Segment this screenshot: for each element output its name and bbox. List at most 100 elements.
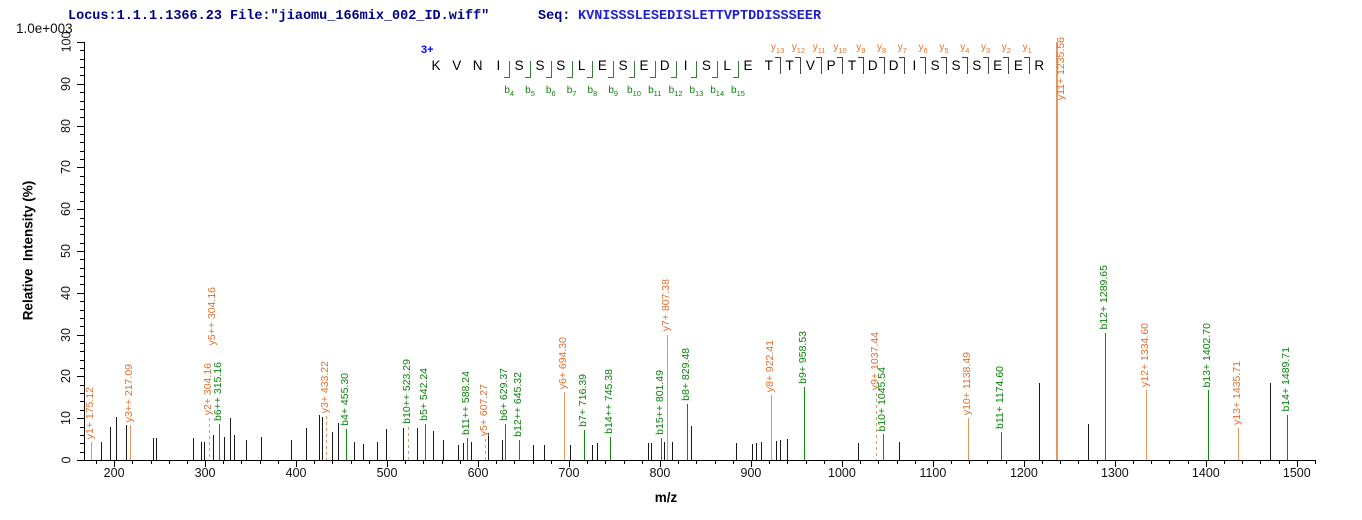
y-tick [80,192,84,194]
b-ion-cut-mark [504,61,511,78]
x-tick [496,460,498,464]
x-tick [1315,460,1316,464]
b-ion-label-b5: b5 [525,85,535,98]
x-tick [387,460,389,467]
x-tick [150,460,152,464]
residue-12-D: D [659,58,670,73]
peak-line [467,438,469,460]
x-tick [1242,460,1244,464]
peak-line [650,443,652,460]
peak-line [787,439,789,460]
x-tick [678,460,680,464]
y-tick [77,209,84,211]
x-tick [951,460,953,464]
x-tick [1096,460,1098,464]
peak-line [218,424,220,460]
y-tick [77,42,84,43]
y-tick [80,434,84,436]
x-tick [532,460,534,464]
x-tick [605,460,607,464]
y-tick [80,443,84,445]
x-tick-label: 300 [194,466,216,480]
peak-label-y3++: y3++ 217.09 [122,363,135,423]
peak-line [610,436,612,460]
b-ion-label-b4: b4 [504,85,515,98]
y-ion-label-y3: y3 [981,42,991,55]
y-tick [80,284,84,286]
y-tick [77,418,84,420]
residue-2-V: V [452,58,462,73]
peak-line [967,418,969,460]
x-tick-label: 1400 [1191,466,1220,480]
peak-line [403,428,405,460]
locus-file-header: Locus:1.1.1.1366.23 File:"jiaomu_166mix_… [68,9,490,24]
peak-label-b12+: b12+ 1289.65 [1098,265,1111,330]
y-tick [80,150,84,152]
y-ion-cut-mark [774,57,781,74]
y-tick [80,317,84,319]
b-ion-cut-mark [649,61,656,78]
peak-line [591,444,593,460]
y-tick [77,376,84,378]
x-axis-title: m/z [654,490,678,505]
peak-label-b14+: b14+ 1489.71 [1280,347,1293,412]
peak-line [780,439,782,460]
residue-5-S: S [514,58,524,73]
y-ion-cut-mark [1024,57,1031,74]
x-tick [1224,460,1226,464]
peak-line [1208,390,1210,460]
peak-line [501,439,503,460]
peak-line [425,424,427,460]
x-tick [441,460,443,464]
peak-label-y3+: y3+ 433.22 [319,360,332,414]
peak-line [488,433,490,460]
x-tick [1133,460,1135,464]
b-ion-label-b13: b13 [689,85,704,98]
precursor-charge-label: 3+ [421,44,434,56]
y-tick [80,225,84,227]
peak-line [804,386,806,460]
y-tick [80,58,84,60]
x-tick-label: 1200 [1009,466,1038,480]
x-tick [1151,460,1153,464]
peak-line [583,429,585,460]
x-tick [823,460,825,464]
b-ion-label-b9: b9 [608,85,619,98]
peak-line [234,434,236,460]
peak-label-b4+: b4+ 455.30 [339,372,352,426]
y-tick [80,451,84,453]
peak-line [115,416,117,460]
peak-label-y7+: y7+ 807.38 [659,279,672,332]
y-ion-cut-mark [816,57,823,74]
y-tick [80,276,84,278]
peak-line [91,442,93,460]
peak-line [213,434,215,460]
x-tick [186,460,188,464]
peak-line [458,444,459,460]
peak-label-b6+: b6+ 629.37 [497,368,510,422]
x-tick [1114,460,1116,467]
y-tick [80,234,84,236]
peak-line [1270,382,1272,460]
peak-label-b11+: b11+ 1174.60 [993,365,1006,429]
y-tick [77,460,84,461]
x-tick [805,460,807,464]
y-ion-label-y10: y10 [833,42,847,55]
peak-label-b12++: b12++ 645.32 [512,372,525,437]
b-ion-cut-mark [566,61,573,78]
y-tick-label: 50 [59,244,73,258]
peak-line [760,441,762,460]
peak-line [306,428,308,460]
peak-line [1039,382,1041,460]
residue-9-E: E [597,58,607,73]
x-tick [932,460,934,467]
peak-label-y10+: y10+ 1138.49 [960,352,973,416]
peak-line [153,437,155,460]
intensity-scale-note: 1.0e+003 [16,21,73,36]
x-tick [1078,460,1080,464]
peak-line [1088,424,1090,460]
peak-line [569,444,571,460]
x-tick-label: 900 [740,466,762,480]
peak-line [129,425,131,460]
y-tick-label: 40 [59,285,73,300]
